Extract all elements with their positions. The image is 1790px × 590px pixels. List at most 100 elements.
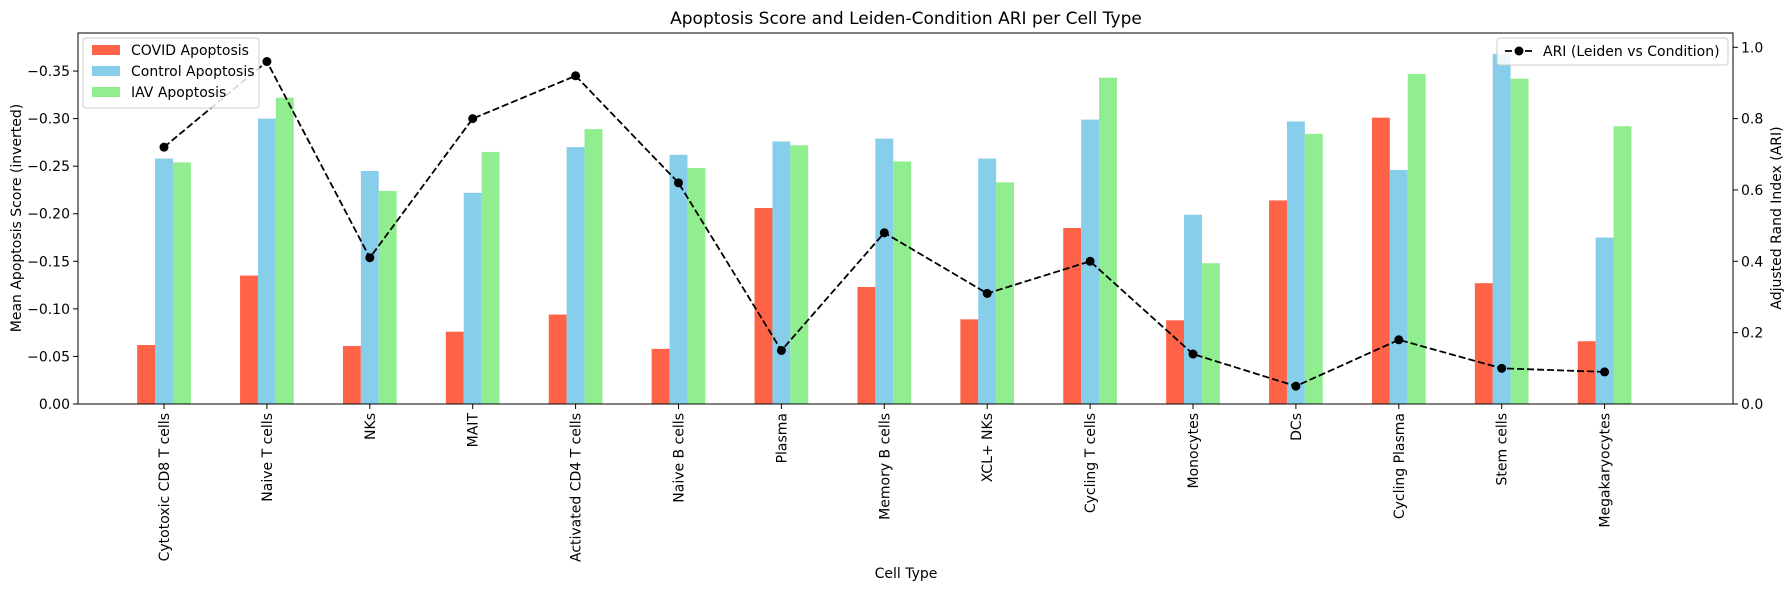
y2-tick-label: 1.0 xyxy=(1741,40,1763,56)
y-tick-label: −0.25 xyxy=(27,159,70,175)
y-tick-label: −0.35 xyxy=(27,64,70,80)
ari-point-7 xyxy=(879,228,889,238)
bar-control-apoptosis-6 xyxy=(772,141,791,404)
chart-title: Apoptosis Score and Leiden-Condition ARI… xyxy=(670,9,1142,29)
x-tick-label: Cycling T cells xyxy=(1083,413,1099,513)
x-tick-label: Monocytes xyxy=(1186,413,1202,488)
bar-covid-apoptosis-1 xyxy=(240,275,258,404)
bar-covid-apoptosis-8 xyxy=(960,319,979,404)
x-tick-label: Cytotoxic CD8 T cells xyxy=(157,413,173,561)
bar-iav-apoptosis-1 xyxy=(275,97,294,404)
bar-iav-apoptosis-12 xyxy=(1407,73,1426,404)
legend-bars: COVID Apoptosis Control Apoptosis IAV Apop… xyxy=(82,37,260,109)
bar-covid-apoptosis-7 xyxy=(857,286,876,404)
bar-covid-apoptosis-12 xyxy=(1371,117,1390,404)
x-tick-label: MAIT xyxy=(466,413,482,448)
bar-control-apoptosis-3 xyxy=(463,192,482,404)
bar-covid-apoptosis-14 xyxy=(1577,341,1596,404)
legend-marker xyxy=(1514,46,1524,56)
bar-covid-apoptosis-4 xyxy=(548,314,567,404)
y-tick-label: 0.00 xyxy=(39,397,70,413)
legend-swatch xyxy=(92,87,120,97)
bar-covid-apoptosis-2 xyxy=(342,345,361,404)
bar-iav-apoptosis-4 xyxy=(584,129,603,404)
bar-group xyxy=(137,53,1632,405)
legend-swatch xyxy=(92,66,120,76)
bar-iav-apoptosis-3 xyxy=(481,151,500,404)
x-tick-label: NKs xyxy=(363,413,379,440)
legend-label: IAV Apoptosis xyxy=(131,85,226,101)
ari-point-6 xyxy=(776,345,786,355)
y2-tick-label: 0.6 xyxy=(1741,183,1763,199)
bar-covid-apoptosis-3 xyxy=(445,331,464,404)
bar-iav-apoptosis-13 xyxy=(1510,78,1529,404)
legend-line-frame xyxy=(1496,37,1729,66)
bar-iav-apoptosis-0 xyxy=(172,162,191,404)
bar-iav-apoptosis-11 xyxy=(1304,133,1323,404)
bar-control-apoptosis-7 xyxy=(875,138,894,404)
bar-covid-apoptosis-9 xyxy=(1063,228,1082,404)
x-tick-label: Activated CD4 T cells xyxy=(569,413,585,562)
ari-point-2 xyxy=(365,253,375,263)
y-tick-label: −0.15 xyxy=(27,254,70,270)
ari-point-4 xyxy=(571,71,581,81)
y-tick-label: −0.05 xyxy=(27,349,70,365)
x-tick-label: Naive T cells xyxy=(260,413,276,502)
ari-point-0 xyxy=(159,142,169,152)
bar-control-apoptosis-11 xyxy=(1286,121,1305,404)
x-tick-label: Naive B cells xyxy=(672,413,688,503)
bar-iav-apoptosis-8 xyxy=(996,182,1015,404)
legend-label: COVID Apoptosis xyxy=(131,43,249,59)
bar-control-apoptosis-1 xyxy=(257,118,276,405)
bar-control-apoptosis-5 xyxy=(669,154,688,404)
bar-iav-apoptosis-5 xyxy=(687,168,706,404)
x-tick-label: Stem cells xyxy=(1495,413,1511,485)
bar-iav-apoptosis-14 xyxy=(1613,126,1632,404)
bar-covid-apoptosis-13 xyxy=(1474,283,1493,404)
x-tick-label: Cycling Plasma xyxy=(1392,413,1408,519)
ari-point-5 xyxy=(674,178,683,188)
bar-control-apoptosis-2 xyxy=(360,170,379,404)
bar-control-apoptosis-10 xyxy=(1184,214,1202,404)
y-axis-left-label: Mean Apoptosis Score (inverted) xyxy=(9,104,25,332)
x-tick-label: XCL+ NKs xyxy=(980,413,996,482)
x-tick-label: Memory B cells xyxy=(877,413,893,520)
y-tick-label: −0.10 xyxy=(27,302,70,318)
bar-control-apoptosis-8 xyxy=(978,158,997,404)
ari-point-1 xyxy=(262,57,272,67)
bar-iav-apoptosis-7 xyxy=(893,161,912,404)
plot-frame xyxy=(77,32,1734,405)
y2-tick-label: 0.4 xyxy=(1741,254,1763,270)
legend-label: Control Apoptosis xyxy=(131,64,255,80)
legend-swatch xyxy=(92,45,120,55)
bar-covid-apoptosis-6 xyxy=(754,208,773,404)
ari-point-13 xyxy=(1497,363,1507,373)
ari-point-10 xyxy=(1188,349,1198,359)
bar-covid-apoptosis-10 xyxy=(1166,320,1185,404)
y2-tick-label: 0.8 xyxy=(1741,112,1763,128)
x-tick-label: Megakaryocytes xyxy=(1598,413,1614,528)
x-tick-label: Plasma xyxy=(774,413,790,463)
x-tick-label: DCs xyxy=(1289,413,1305,441)
y-axis-right-label: Adjusted Rand Index (ARI) xyxy=(1769,126,1785,309)
y2-tick-label: 0.0 xyxy=(1741,397,1763,413)
y2-tick-label: 0.2 xyxy=(1741,326,1763,342)
ari-point-11 xyxy=(1291,381,1301,391)
ari-point-14 xyxy=(1600,367,1610,377)
bar-control-apoptosis-4 xyxy=(566,147,585,404)
bar-iav-apoptosis-10 xyxy=(1201,263,1220,404)
bar-covid-apoptosis-5 xyxy=(651,348,670,404)
bar-control-apoptosis-0 xyxy=(155,158,173,404)
ari-point-12 xyxy=(1394,335,1404,345)
x-axis-label: Cell Type xyxy=(875,566,938,582)
bar-covid-apoptosis-11 xyxy=(1269,200,1287,404)
legend-line: ARI (Leiden vs Condition) xyxy=(1496,37,1729,66)
bar-control-apoptosis-14 xyxy=(1595,237,1614,404)
bar-iav-apoptosis-6 xyxy=(790,145,809,404)
bar-control-apoptosis-13 xyxy=(1492,53,1511,405)
y-axis-right: 0.0 0.2 0.4 0.6 0.8 1.0 xyxy=(1733,40,1763,413)
legend-bars-frame xyxy=(82,37,260,109)
bar-iav-apoptosis-2 xyxy=(378,190,397,404)
bar-control-apoptosis-12 xyxy=(1389,169,1408,404)
